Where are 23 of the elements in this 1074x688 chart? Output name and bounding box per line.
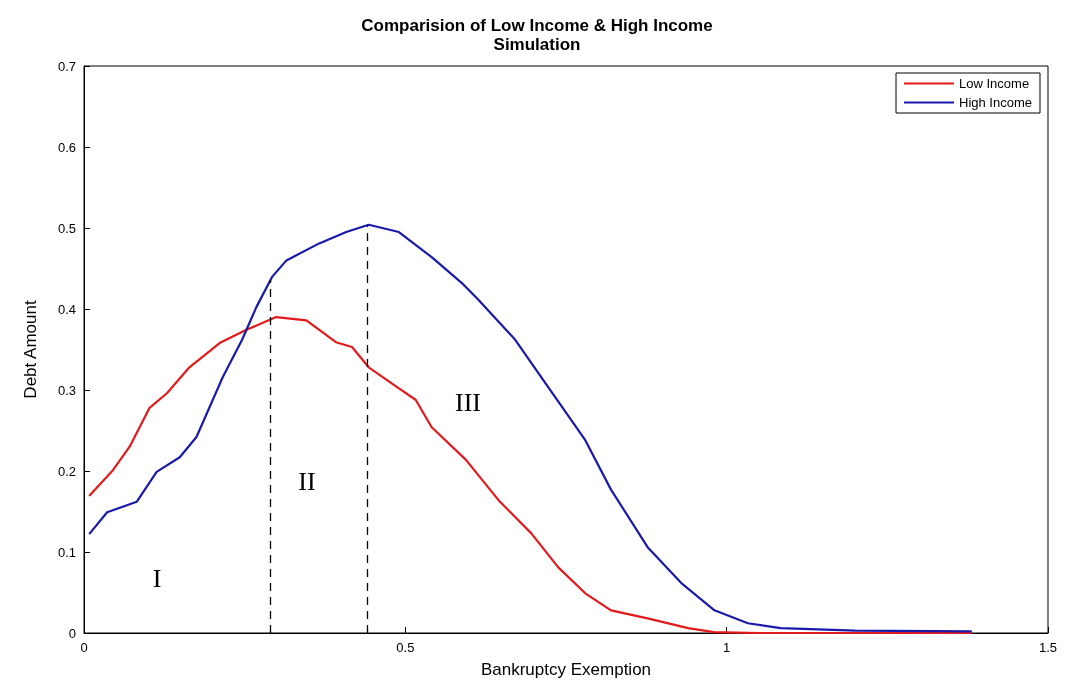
x-tick-label: 1 <box>723 640 731 655</box>
y-tick-label: 0.2 <box>57 463 76 479</box>
y-tick-label: 0.6 <box>57 139 76 155</box>
y-tick-label: 0.1 <box>57 544 76 560</box>
legend-label: Low Income <box>959 76 1030 91</box>
legend-label: High Income <box>959 95 1033 110</box>
y-tick-label: 0.4 <box>57 301 76 317</box>
annotation: II <box>298 466 316 496</box>
x-tick-label: 1.5 <box>1038 640 1058 655</box>
annotation: III <box>455 387 481 417</box>
line-series <box>88 316 972 635</box>
y-tick-label: 0.5 <box>57 220 76 236</box>
y-axis-title: Debt Amount <box>21 300 40 399</box>
y-tick-label: 0.7 <box>57 58 76 74</box>
chart-title: Comparision of Low Income & High Income <box>361 16 713 35</box>
annotation: I <box>152 563 162 593</box>
y-tick-label: 0.3 <box>57 382 76 398</box>
chart-subtitle: Simulation <box>493 35 581 54</box>
x-tick-label: 0.5 <box>396 640 415 655</box>
x-tick-label: 0 <box>80 640 88 655</box>
line-series <box>88 223 972 633</box>
y-tick-label: 0 <box>68 625 76 641</box>
x-axis-title: Bankruptcy Exemption <box>480 660 652 679</box>
